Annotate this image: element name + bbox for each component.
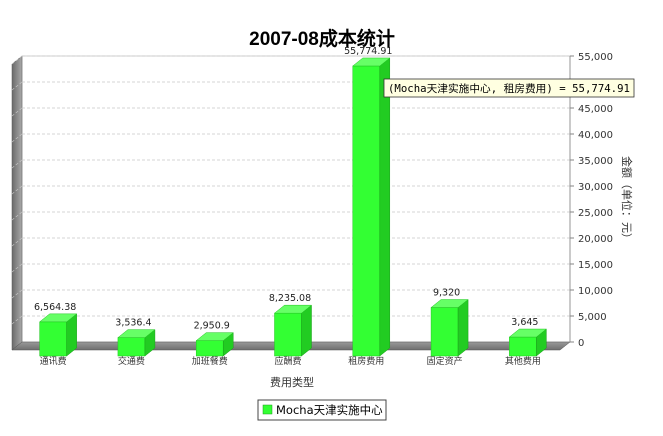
y-tick-label: 30,000 <box>578 182 613 193</box>
y-tick-label: 45,000 <box>578 104 613 115</box>
gridline-depth <box>11 159 23 169</box>
bar-group: 9,320 <box>430 288 469 357</box>
bar <box>195 340 224 357</box>
y-axis-ticks: 0 5,000 10,000 15,000 20,000 25,000 30,000 35,0… <box>569 52 613 349</box>
bar-group: 6,564.38 <box>34 302 78 357</box>
data-label: 55,774.91 <box>344 46 392 57</box>
gridline-depth <box>11 237 23 247</box>
bar-group: 55,774.91 <box>344 46 392 357</box>
bar-top <box>352 57 391 67</box>
bar-top <box>273 304 313 314</box>
gridline-depth <box>11 263 23 273</box>
y-tick-label: 40,000 <box>578 130 613 141</box>
bar <box>509 336 537 357</box>
chart-title: 2007-08成本统计 <box>249 27 395 50</box>
y-tick-label: 20,000 <box>578 234 613 245</box>
bar <box>430 307 459 357</box>
bar-top <box>38 313 78 323</box>
x-tick-label: 其他费用 <box>505 355 541 367</box>
y-axis-title: 金额（单位：元） <box>620 156 634 244</box>
x-tick-label: 交通费 <box>118 355 145 367</box>
gridline-depth <box>11 107 23 117</box>
bar-top <box>508 328 548 338</box>
bar-top <box>117 329 156 338</box>
bar-group: 3,645 <box>508 317 548 357</box>
bar-group: 8,235.08 <box>269 293 313 357</box>
legend-swatch <box>262 404 273 415</box>
x-tick-label: 加班餐费 <box>192 355 228 367</box>
y-tick-label: 15,000 <box>578 260 613 271</box>
gridline-depth <box>11 185 23 195</box>
bar-top <box>430 299 469 308</box>
data-label: 3,536.4 <box>115 318 151 329</box>
left-wall <box>11 55 23 351</box>
gridline-depth <box>11 289 23 299</box>
tooltip-text: (Mocha天津实施中心, 租房费用) = 55,774.91 <box>388 82 630 95</box>
gridline-depth <box>11 133 23 143</box>
legend-label: Mocha天津实施中心 <box>276 403 383 417</box>
x-axis-title: 费用类型 <box>270 375 314 389</box>
legend-box <box>257 399 387 421</box>
bar-side <box>301 304 312 357</box>
data-label: 8,235.08 <box>269 293 311 304</box>
tooltip: (Mocha天津实施中心, 租房费用) = 55,774.91 <box>383 78 635 98</box>
bar <box>352 65 381 357</box>
tooltip-box <box>383 78 635 98</box>
y-tick-label: 0 <box>578 338 584 349</box>
data-label: 3,645 <box>511 317 538 328</box>
data-label: 2,950.9 <box>194 321 230 332</box>
bar <box>274 312 302 357</box>
bar <box>39 321 67 357</box>
bars: 6,564.38 3,536.4 2,950.9 8,235.08 55,774.91 9… <box>34 46 548 357</box>
x-tick-label: 应酬费 <box>274 355 301 367</box>
gridline-depth <box>11 211 23 221</box>
y-tick-label: 55,000 <box>578 52 613 63</box>
x-tick-label: 固定资产 <box>427 355 463 367</box>
bar-group: 2,950.9 <box>194 321 234 357</box>
bar-group: 3,536.4 <box>115 318 156 357</box>
y-tick-label: 35,000 <box>578 156 613 167</box>
gridline-depth <box>11 81 23 91</box>
bar-top <box>195 332 234 341</box>
bar <box>117 337 146 357</box>
gridline-depth <box>11 55 23 65</box>
plot-frame <box>11 55 571 351</box>
legend: Mocha天津实施中心 <box>257 399 387 421</box>
bar-side <box>457 299 469 357</box>
gridline-depth <box>11 315 23 325</box>
data-label: 6,564.38 <box>34 302 76 313</box>
y-tick-label: 10,000 <box>578 286 613 297</box>
x-tick-label: 租房费用 <box>348 355 384 367</box>
bar-side <box>379 57 391 357</box>
x-axis-categories: 通讯费 交通费 加班餐费 应酬费 租房费用 固定资产 其他费用 <box>40 355 541 367</box>
y-tick-label: 5,000 <box>578 312 607 323</box>
x-tick-label: 通讯费 <box>40 355 67 367</box>
y-tick-label: 25,000 <box>578 208 613 219</box>
data-label: 9,320 <box>433 288 460 299</box>
gridlines <box>11 55 570 325</box>
